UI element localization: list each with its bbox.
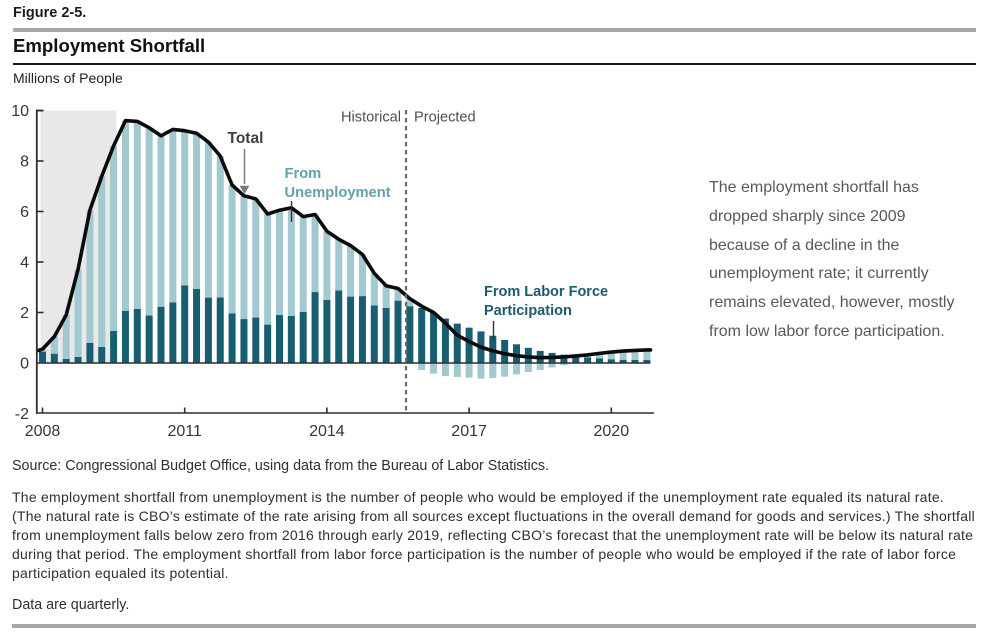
svg-text:Participation: Participation [484,303,572,319]
svg-text:From: From [285,166,322,182]
svg-text:Total: Total [228,130,264,147]
svg-text:2017: 2017 [451,423,487,440]
svg-text:From Labor Force: From Labor Force [484,284,608,300]
svg-text:Unemployment: Unemployment [285,185,391,201]
svg-text:10: 10 [11,103,29,120]
svg-text:2: 2 [20,305,29,322]
svg-text:4: 4 [20,255,29,272]
svg-text:2014: 2014 [309,423,345,440]
svg-text:2011: 2011 [167,423,202,440]
svg-text:Projected: Projected [414,110,476,126]
svg-text:6: 6 [20,204,29,221]
svg-text:2008: 2008 [25,423,61,440]
svg-text:8: 8 [20,154,29,171]
svg-text:2020: 2020 [594,423,630,440]
svg-text:0: 0 [20,356,29,373]
svg-text:Historical: Historical [341,110,401,126]
svg-text:-2: -2 [15,406,29,423]
